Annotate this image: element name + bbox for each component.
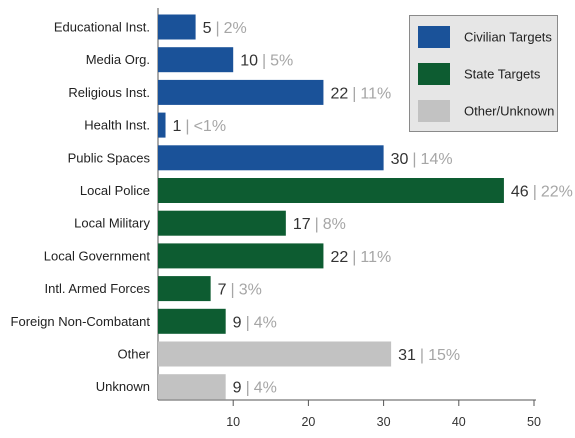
data-label-value: 10: [240, 53, 258, 70]
category-label: Educational Inst.: [54, 20, 150, 35]
data-label-value: 22: [330, 85, 348, 102]
data-label: 9 | 4%: [233, 380, 277, 397]
data-label-value: 17: [293, 216, 311, 233]
category-label: Local Military: [74, 216, 150, 231]
data-label-value: 31: [398, 347, 416, 364]
category-label: Media Org.: [86, 52, 150, 67]
x-tick-label: 30: [377, 415, 391, 429]
data-label-percent: 5%: [270, 53, 293, 70]
data-label: 9 | 4%: [233, 314, 277, 331]
data-label-separator: |: [315, 216, 319, 233]
category-label: Health Inst.: [84, 118, 150, 133]
data-label-separator: |: [352, 85, 356, 102]
category-label: Public Spaces: [68, 150, 151, 165]
data-label-percent: 15%: [428, 347, 460, 364]
data-label-separator: |: [412, 151, 416, 168]
data-label-percent: 11%: [360, 249, 391, 266]
bar: [158, 374, 226, 400]
data-label-separator: |: [246, 380, 250, 397]
bar: [158, 145, 384, 171]
legend: Civilian Targets State Targets Other/Unkno…: [409, 15, 558, 132]
data-label-separator: |: [533, 184, 537, 201]
bar: [158, 47, 234, 73]
data-label-separator: |: [262, 53, 266, 70]
bar: [158, 79, 324, 105]
category-label: Other: [117, 347, 150, 362]
data-label-percent: 3%: [239, 282, 262, 299]
bar: [158, 308, 226, 334]
bars: Educational Inst. 5 | 2%Media Org. 10 | 5%Reli…: [11, 14, 573, 400]
data-label: 17 | 8%: [293, 216, 346, 233]
x-tick-label: 20: [301, 415, 315, 429]
data-label-percent: 14%: [421, 151, 453, 168]
data-label-separator: |: [185, 118, 189, 135]
category-label: Local Government: [44, 248, 151, 263]
x-tick-label: 50: [527, 415, 541, 429]
x-tick-label: 10: [226, 415, 240, 429]
data-label-value: 9: [233, 380, 242, 397]
legend-swatch: [418, 100, 450, 122]
bar: [158, 341, 392, 367]
bar: [158, 112, 166, 138]
data-label: 46 | 22%: [511, 184, 573, 201]
data-label: 10 | 5%: [240, 53, 293, 70]
data-label-percent: 11%: [360, 85, 391, 102]
category-label: Religious Inst.: [68, 85, 150, 100]
data-label-value: 1: [173, 118, 182, 135]
bar: [158, 276, 211, 302]
data-label-separator: |: [352, 249, 356, 266]
data-label: 31 | 15%: [398, 347, 460, 364]
x-tick-label: 40: [452, 415, 466, 429]
data-label-separator: |: [216, 20, 220, 37]
bar: [158, 243, 324, 269]
data-label-value: 7: [218, 282, 227, 299]
category-label: Unknown: [96, 379, 150, 394]
data-label-separator: |: [246, 314, 250, 331]
data-label: 7 | 3%: [218, 282, 262, 299]
data-label-percent: 22%: [541, 184, 573, 201]
bar: [158, 178, 504, 203]
data-label: 30 | 14%: [391, 151, 453, 168]
data-label: 1 | <1%: [173, 118, 227, 135]
legend-swatch: [418, 63, 450, 85]
data-label-value: 46: [511, 184, 529, 201]
data-label: 22 | 11%: [330, 85, 391, 102]
data-label-value: 9: [233, 314, 242, 331]
category-label: Local Police: [80, 183, 150, 198]
data-label-separator: |: [231, 282, 235, 299]
data-label: 22 | 11%: [330, 249, 391, 266]
data-label-value: 5: [203, 20, 212, 37]
data-label-value: 30: [391, 151, 409, 168]
legend-label: State Targets: [464, 67, 541, 82]
category-label: Intl. Armed Forces: [45, 281, 151, 296]
legend-swatch: [418, 26, 450, 48]
legend-label: Civilian Targets: [464, 30, 552, 45]
category-label: Foreign Non-Combatant: [11, 314, 151, 329]
data-label-percent: <1%: [194, 118, 226, 135]
data-label: 5 | 2%: [203, 20, 247, 37]
data-label-percent: 2%: [224, 20, 247, 37]
data-label-value: 22: [330, 249, 348, 266]
legend-label: Other/Unknown: [464, 104, 554, 119]
data-label-percent: 4%: [254, 380, 277, 397]
bar: [158, 210, 286, 236]
data-label-percent: 4%: [254, 314, 277, 331]
data-label-separator: |: [420, 347, 424, 364]
data-label-percent: 8%: [323, 216, 346, 233]
axes: 10 20 30 40 50: [157, 8, 541, 429]
bar: [158, 14, 196, 40]
